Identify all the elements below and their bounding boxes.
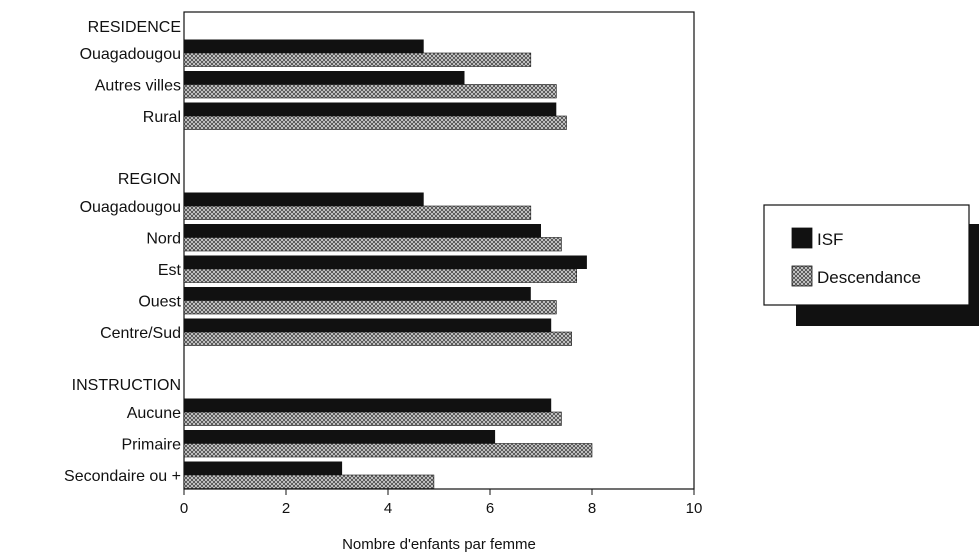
category-label: Est: [158, 262, 182, 279]
category-label: Rural: [143, 109, 181, 126]
bar-isf: [184, 318, 552, 332]
category-label: Ouest: [138, 294, 181, 311]
legend: ISF Descendance: [763, 204, 979, 326]
category-label: Secondaire ou +: [64, 468, 181, 485]
category-label: Centre/Sud: [100, 325, 181, 342]
y-labels: RESIDENCE Ouagadougou Autres villes Rural RE…: [64, 19, 182, 485]
category-label: Autres villes: [95, 78, 181, 95]
bar-descendance: [183, 411, 562, 426]
bar-descendance: [183, 205, 532, 220]
bar-isf: [184, 287, 531, 301]
group-label: INSTRUCTION: [72, 377, 181, 394]
bar-isf: [184, 192, 424, 206]
bar-descendance: [183, 474, 435, 489]
group-label: RESIDENCE: [88, 19, 181, 36]
x-tick-label: 0: [180, 500, 188, 517]
legend-swatch: [791, 227, 813, 249]
bar-isf: [184, 398, 552, 412]
x-axis-label: Nombre d'enfants par femme: [342, 536, 536, 553]
bar-descendance: [183, 443, 593, 458]
category-label: Ouagadougou: [80, 46, 181, 63]
x-tick-label: 2: [282, 500, 290, 517]
legend-swatch: [791, 265, 813, 287]
legend-label: ISF: [817, 230, 843, 249]
bar-isf: [184, 255, 587, 269]
bar-descendance: [183, 115, 567, 130]
bar-descendance: [183, 300, 557, 315]
bar-isf: [184, 71, 465, 85]
bars: [183, 39, 593, 489]
bar-isf: [184, 430, 496, 444]
category-label: Nord: [146, 231, 181, 248]
category-label: Ouagadougou: [80, 199, 181, 216]
bar-isf: [184, 39, 424, 53]
x-tick-label: 8: [588, 500, 596, 517]
bar-descendance: [183, 331, 572, 346]
x-tick-label: 4: [384, 500, 392, 517]
bar-descendance: [183, 268, 578, 283]
bar-isf: [184, 461, 343, 475]
category-label: Aucune: [127, 405, 181, 422]
bar-isf: [184, 102, 557, 116]
bar-descendance: [183, 237, 562, 252]
legend-label: Descendance: [817, 268, 921, 287]
legend-box: [763, 204, 970, 306]
x-tick-label: 10: [686, 500, 703, 517]
bar-isf: [184, 224, 541, 238]
x-tick-label: 6: [486, 500, 494, 517]
bar-descendance: [183, 84, 557, 99]
group-label: REGION: [118, 171, 181, 188]
bar-descendance: [183, 52, 532, 67]
x-axis: 0 2 4 6 8 10 Nombre d'enfants par femme: [180, 489, 703, 553]
category-label: Primaire: [121, 437, 181, 454]
